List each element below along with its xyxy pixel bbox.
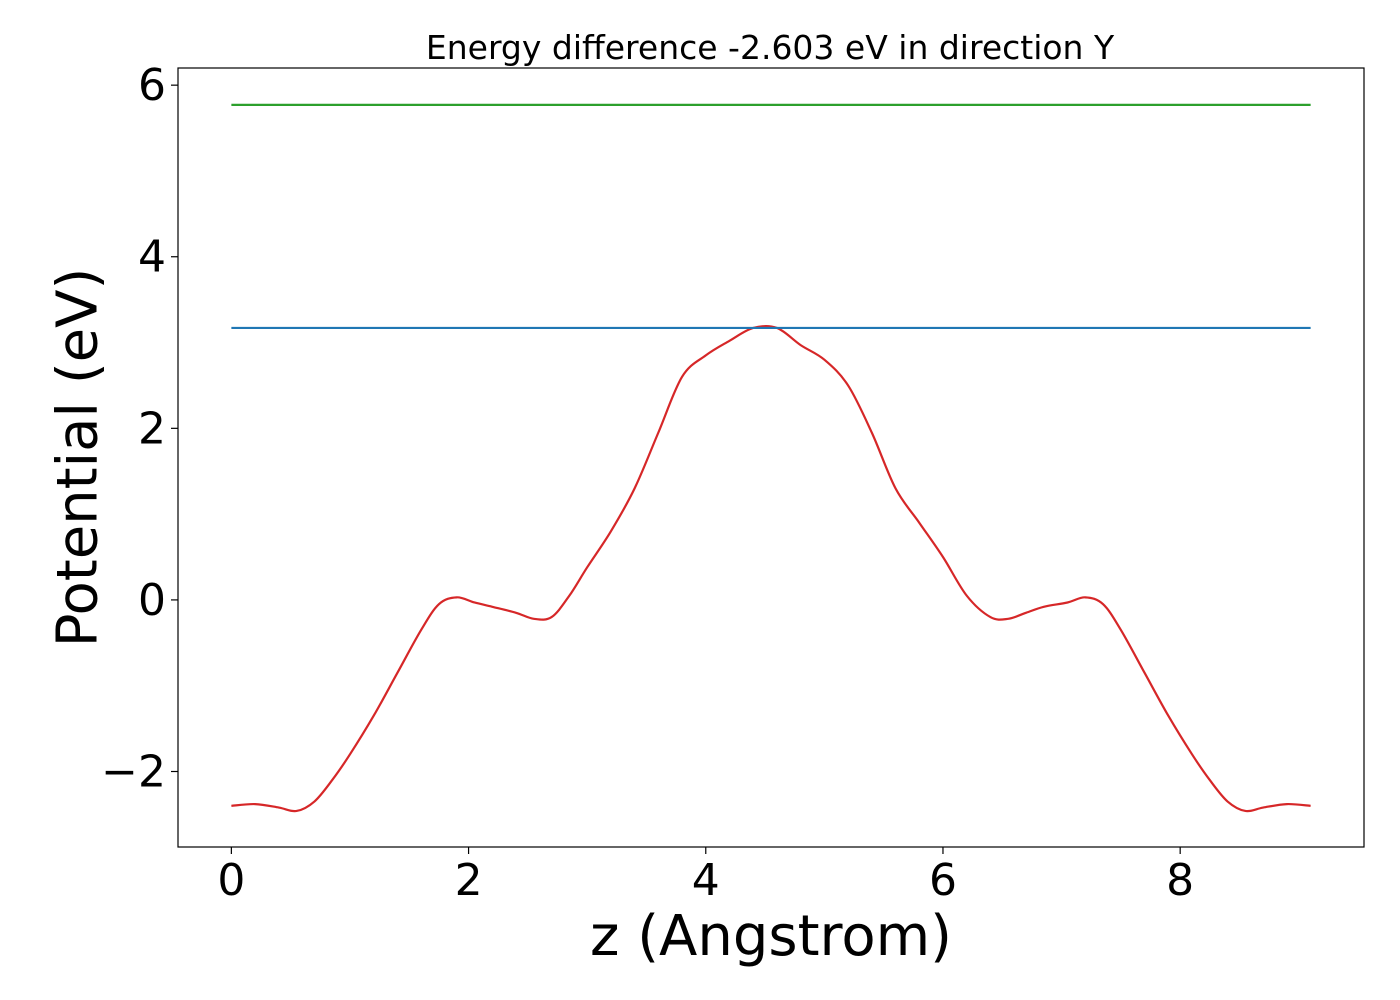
x-tick-label: 8 — [1166, 855, 1194, 906]
x-tick-label: 2 — [455, 855, 483, 906]
y-tick-label: 2 — [138, 403, 166, 454]
plot-frame — [177, 67, 1365, 848]
y-tick-label: 0 — [138, 575, 166, 626]
potential-line — [231, 324, 1311, 813]
series-layer — [231, 103, 1311, 813]
y-axis-ticks: −2 0 2 4 6 — [101, 60, 178, 798]
y-tick-label: 4 — [138, 232, 166, 283]
y-tick-label: 6 — [138, 60, 166, 111]
x-tick-label: 4 — [692, 855, 720, 906]
y-tick-label: −2 — [101, 747, 166, 798]
x-tick-label: 0 — [217, 855, 245, 906]
chart-title: Energy difference -2.603 eV in direction… — [426, 28, 1115, 67]
x-tick-label: 6 — [929, 855, 957, 906]
x-axis-ticks: 0 2 4 6 8 — [217, 847, 1194, 906]
y-axis-title: Potential (eV) — [46, 268, 111, 648]
x-axis-title: z (Angstrom) — [590, 904, 952, 969]
